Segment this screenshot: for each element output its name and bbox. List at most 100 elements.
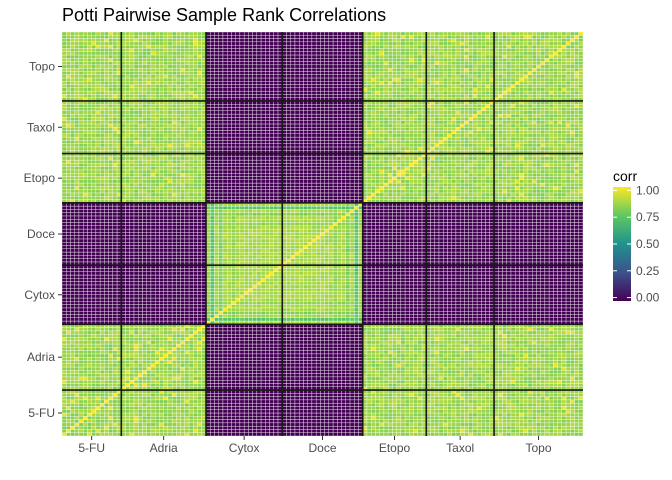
heatmap-cell (66, 425, 71, 430)
heatmap-cell (193, 186, 198, 190)
heatmap-cell (108, 54, 114, 59)
heatmap-cell (125, 334, 130, 338)
heatmap-cell (176, 268, 181, 272)
heatmap-cell (184, 58, 190, 62)
heatmap-cell (133, 169, 139, 174)
heatmap-cell (91, 238, 97, 243)
heatmap-cell (184, 166, 190, 171)
heatmap-cell (142, 235, 147, 240)
heatmap-cell (155, 123, 160, 128)
heatmap-cell (184, 90, 190, 95)
heatmap-cell (197, 67, 202, 72)
heatmap-cell (222, 113, 228, 118)
heatmap-cell (176, 222, 181, 226)
heatmap-cell (91, 38, 97, 43)
heatmap-cell (99, 294, 105, 299)
heatmap-cell (138, 143, 143, 148)
heatmap-cell (142, 343, 147, 348)
heatmap-cell (197, 422, 202, 427)
heatmap-cell (87, 425, 92, 430)
heatmap-cell (138, 366, 143, 371)
heatmap-cell (66, 370, 71, 374)
heatmap-cell (150, 393, 156, 397)
heatmap-cell (125, 166, 130, 171)
heatmap-cell (133, 363, 139, 368)
heatmap-cell (70, 248, 75, 253)
heatmap-cell (108, 334, 114, 338)
heatmap-cell (108, 268, 114, 272)
heatmap-cell (150, 373, 156, 378)
heatmap-cell (66, 48, 71, 52)
heatmap-cell (99, 412, 105, 417)
heatmap-cell (78, 205, 84, 210)
heatmap-cell (227, 196, 232, 200)
heatmap-cell (193, 402, 198, 407)
heatmap-cell (218, 425, 224, 430)
heatmap-cell (125, 376, 130, 381)
heatmap-cell (176, 317, 181, 322)
heatmap-cell (222, 41, 228, 46)
heatmap-cell (150, 314, 156, 318)
heatmap-cell (87, 212, 92, 217)
heatmap-cell (159, 133, 164, 138)
heatmap-cell (193, 38, 198, 43)
heatmap-cell (112, 366, 118, 371)
heatmap-cell (159, 48, 164, 52)
heatmap-cell (87, 248, 92, 253)
heatmap-cell (163, 255, 169, 259)
heatmap-cell (197, 245, 202, 249)
heatmap-cell (171, 432, 177, 437)
heatmap-cell (70, 179, 75, 184)
heatmap-cell (184, 189, 190, 194)
heatmap-cell (95, 117, 101, 121)
heatmap-cell (95, 81, 101, 85)
heatmap-cell (176, 278, 181, 282)
heatmap-cell (188, 406, 194, 410)
heatmap-cell (112, 274, 118, 279)
heatmap-cell (214, 104, 219, 108)
heatmap-cell (188, 271, 194, 276)
heatmap-cell (74, 383, 80, 387)
heatmap-cell (180, 107, 186, 111)
heatmap-cell (70, 159, 75, 164)
heatmap-cell (155, 41, 160, 46)
heatmap-cell (155, 366, 160, 371)
heatmap-cell (142, 31, 147, 36)
heatmap-cell (171, 343, 177, 348)
heatmap-cell (159, 176, 164, 180)
heatmap-cell (129, 51, 135, 56)
heatmap-cell (129, 110, 135, 115)
heatmap-cell (210, 51, 215, 56)
heatmap-cell (87, 379, 92, 384)
heatmap-cell (150, 258, 156, 263)
heatmap-cell (214, 304, 219, 309)
heatmap-cell (138, 94, 143, 98)
heatmap-cell (70, 356, 75, 361)
heatmap-cell (104, 67, 109, 72)
heatmap-cell (99, 278, 105, 282)
heatmap-cell (184, 242, 190, 246)
heatmap-cell (138, 133, 143, 138)
heatmap-cell (70, 330, 75, 335)
heatmap-cell (138, 41, 143, 46)
heatmap-cell (214, 61, 219, 66)
heatmap-cell (61, 44, 67, 49)
heatmap-cell (227, 379, 232, 384)
heatmap-cell (159, 84, 164, 89)
heatmap-cell (188, 209, 194, 213)
heatmap-cell (155, 113, 160, 118)
heatmap-cell (142, 130, 147, 134)
heatmap-cell (125, 396, 130, 401)
heatmap-cell (112, 343, 118, 348)
heatmap-cell (91, 107, 97, 111)
heatmap-cell (155, 77, 160, 82)
heatmap-cell (104, 209, 109, 213)
heatmap-cell (83, 294, 88, 299)
heatmap-cell (99, 373, 105, 378)
heatmap-cell (171, 215, 177, 220)
heatmap-cell (210, 294, 215, 299)
heatmap-cell (184, 304, 190, 309)
heatmap-cell (70, 84, 75, 89)
heatmap-cell (167, 334, 173, 338)
heatmap-cell (87, 330, 92, 335)
